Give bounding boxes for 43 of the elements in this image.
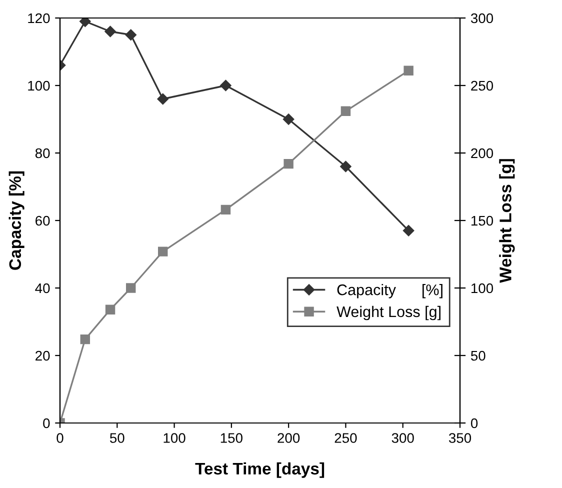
x-tick-label: 300 xyxy=(392,433,414,443)
y-tick-label: 0 xyxy=(43,418,50,428)
x-tick-label: 50 xyxy=(110,433,124,443)
point xyxy=(158,246,168,256)
point xyxy=(157,93,168,105)
point xyxy=(284,158,294,169)
y-tick-label: 20 xyxy=(36,350,50,361)
point xyxy=(125,29,136,40)
y2-tick-label: 100 xyxy=(471,283,494,294)
y2-tick-label: 50 xyxy=(470,350,486,361)
y2-tick-label: 0 xyxy=(470,418,478,428)
point xyxy=(105,304,116,314)
point xyxy=(404,66,414,76)
point xyxy=(340,106,351,116)
x-tick-label: 100 xyxy=(164,433,186,443)
point xyxy=(402,225,414,236)
y2-tick-label: 200 xyxy=(471,148,494,158)
x-tick-label: 150 xyxy=(220,433,242,443)
x-tick-label: 0 xyxy=(56,433,64,443)
point xyxy=(126,283,136,293)
y-tick-label: 100 xyxy=(28,80,50,91)
point xyxy=(340,160,352,172)
legend-label: Capacity [%] xyxy=(337,284,442,298)
point xyxy=(282,114,294,125)
y2-tick-label: 150 xyxy=(471,216,494,226)
x-tick-label: 350 xyxy=(448,433,472,443)
y-tick-label: 60 xyxy=(36,216,50,226)
point xyxy=(80,18,91,27)
point xyxy=(220,80,232,92)
legend-label: Weight Loss [g] xyxy=(336,306,440,320)
x-tick-label: 200 xyxy=(278,433,300,443)
y-tick-label: 120 xyxy=(28,13,50,24)
point xyxy=(220,204,231,215)
y-tick-label: 80 xyxy=(35,148,50,158)
y-axis-title: Capacity [%] xyxy=(8,171,24,270)
point xyxy=(80,334,90,344)
x-axis-title: Test Time [days] xyxy=(195,462,324,478)
x-tick-label: 250 xyxy=(334,433,357,443)
y2-tick-label: 300 xyxy=(470,13,494,24)
point xyxy=(104,26,116,38)
y2-tick-label: 250 xyxy=(471,80,494,91)
y2-axis-title: Weight Loss [g] xyxy=(499,159,515,283)
y-tick-label: 40 xyxy=(35,283,50,294)
